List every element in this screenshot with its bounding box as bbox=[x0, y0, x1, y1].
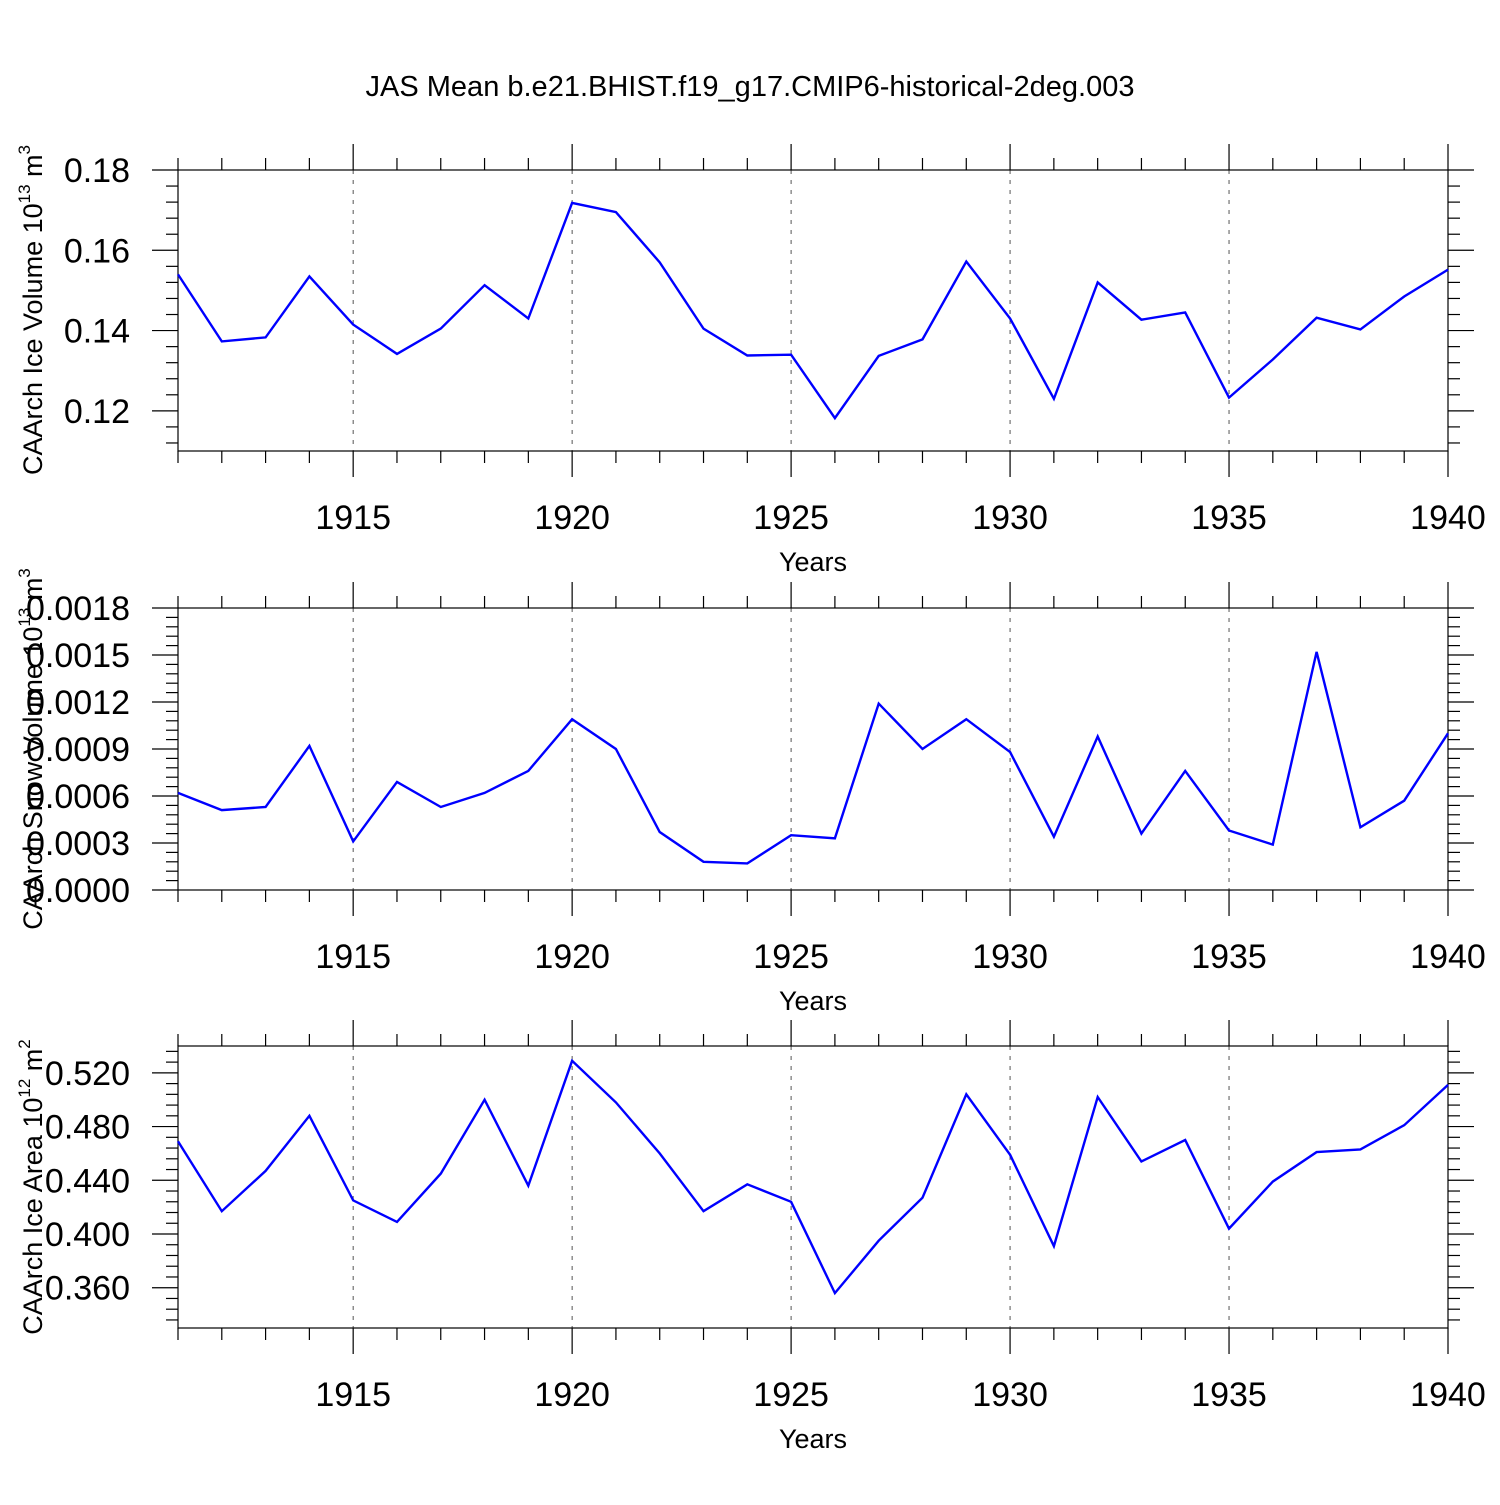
y-tick-label: 0.16 bbox=[64, 232, 130, 270]
y-axis-title: CAArch Ice Area 1012 m2 bbox=[15, 1039, 48, 1335]
x-tick-label: 1940 bbox=[1410, 938, 1486, 976]
y-tick-label: 0.520 bbox=[45, 1055, 130, 1093]
x-tick-label: 1935 bbox=[1191, 1376, 1267, 1414]
x-tick-label: 1940 bbox=[1410, 1376, 1486, 1414]
y-tick-label: 0.14 bbox=[64, 313, 130, 351]
y-tick-label: 0.480 bbox=[45, 1109, 130, 1147]
y-tick-label: 0.360 bbox=[45, 1270, 130, 1308]
y-tick-label: 0.400 bbox=[45, 1216, 130, 1254]
plot-frame bbox=[178, 170, 1448, 451]
x-tick-label: 1925 bbox=[753, 1376, 829, 1414]
x-tick-label: 1925 bbox=[753, 499, 829, 537]
series-line bbox=[178, 1061, 1448, 1293]
chart-title: JAS Mean b.e21.BHIST.f19_g17.CMIP6-histo… bbox=[366, 71, 1135, 103]
y-axis-title: CAArch Ice Volume 1013 m3 bbox=[15, 145, 48, 475]
x-axis-title: Years bbox=[779, 547, 847, 577]
x-tick-label: 1940 bbox=[1410, 499, 1486, 537]
x-axis-title: Years bbox=[779, 1424, 847, 1454]
x-tick-label: 1920 bbox=[534, 938, 610, 976]
x-tick-label: 1930 bbox=[972, 1376, 1048, 1414]
series-line bbox=[178, 652, 1448, 864]
series-line bbox=[178, 203, 1448, 418]
x-tick-label: 1935 bbox=[1191, 938, 1267, 976]
y-tick-label: 0.440 bbox=[45, 1162, 130, 1200]
plot-frame bbox=[178, 608, 1448, 890]
plot-frame bbox=[178, 1046, 1448, 1328]
x-tick-label: 1930 bbox=[972, 499, 1048, 537]
x-tick-label: 1915 bbox=[315, 938, 391, 976]
x-tick-label: 1925 bbox=[753, 938, 829, 976]
x-tick-label: 1930 bbox=[972, 938, 1048, 976]
x-axis-title: Years bbox=[779, 986, 847, 1016]
x-tick-label: 1915 bbox=[315, 499, 391, 537]
x-tick-label: 1915 bbox=[315, 1376, 391, 1414]
y-tick-label: 0.12 bbox=[64, 393, 130, 431]
x-tick-label: 1920 bbox=[534, 1376, 610, 1414]
x-tick-label: 1935 bbox=[1191, 499, 1267, 537]
x-tick-label: 1920 bbox=[534, 499, 610, 537]
y-tick-label: 0.18 bbox=[64, 152, 130, 190]
